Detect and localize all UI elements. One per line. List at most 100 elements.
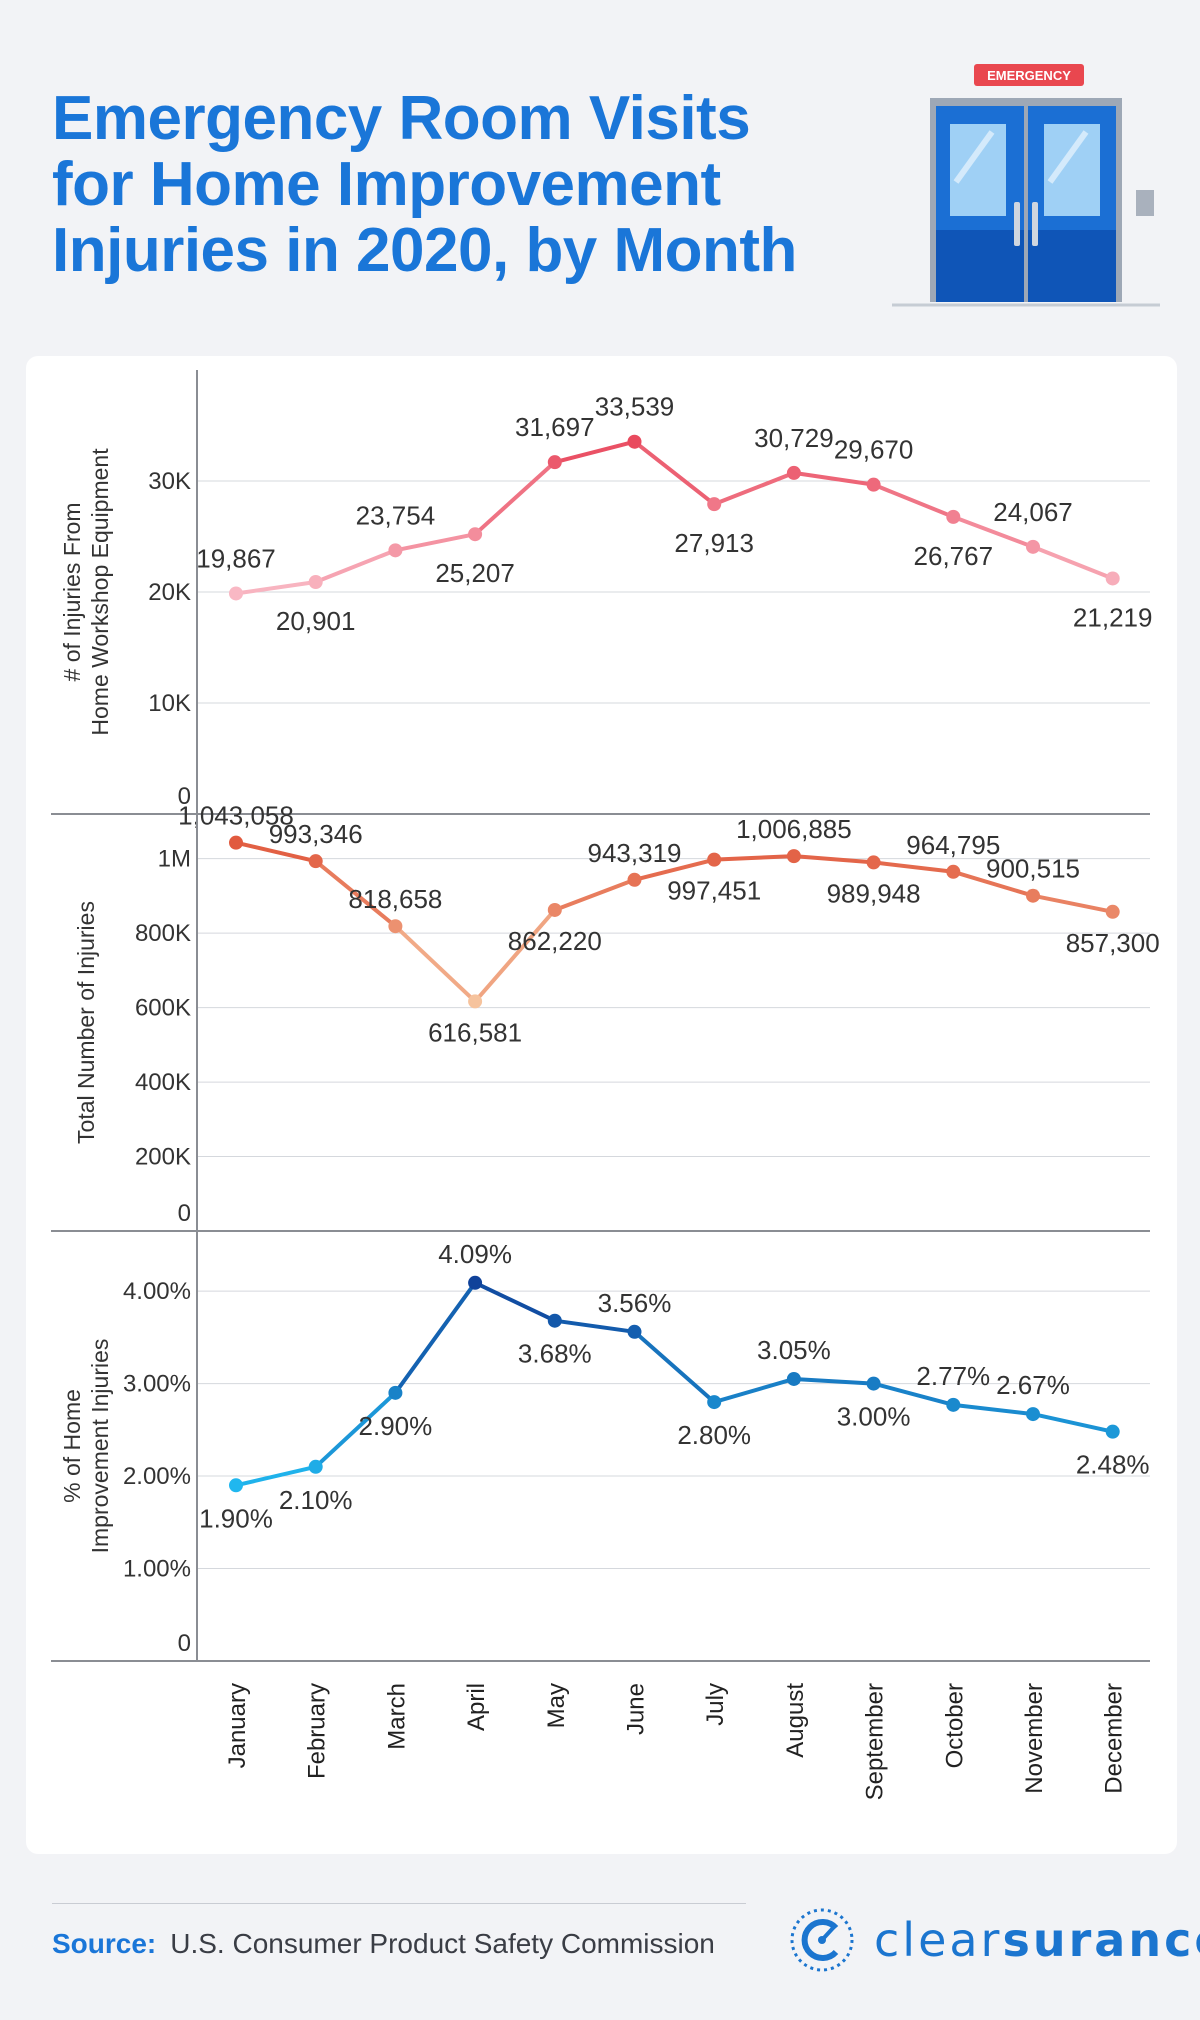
data-label: 993,346 xyxy=(269,819,363,849)
data-point xyxy=(627,1324,642,1339)
wall-button xyxy=(1136,190,1154,216)
data-point xyxy=(946,1397,961,1412)
y-axis-title: # of Injuries From xyxy=(59,503,85,682)
data-point xyxy=(627,434,642,449)
data-label: 3.00% xyxy=(837,1402,911,1432)
data-label: 3.05% xyxy=(757,1335,831,1365)
data-point xyxy=(707,1395,722,1410)
data-label: 2.80% xyxy=(677,1420,751,1450)
data-label: 2.10% xyxy=(279,1485,353,1515)
line-charts: 0 10K 20K 30K # of Injuries From Home Worksho… xyxy=(51,370,1160,1800)
x-tick-label: September xyxy=(862,1683,889,1800)
data-label: 26,767 xyxy=(914,541,994,571)
data-label: 33,539 xyxy=(595,392,675,422)
brand-part-1: clear xyxy=(874,1913,1003,1967)
data-point xyxy=(547,1313,562,1328)
y-tick-label: 200K xyxy=(135,1144,191,1171)
data-label: 943,319 xyxy=(588,838,682,868)
data-point xyxy=(866,855,881,870)
y-axis-title: Total Number of Injuries xyxy=(73,901,99,1144)
speedometer-icon xyxy=(790,1908,854,1972)
emergency-door-icon: EMERGENCY xyxy=(892,64,1160,307)
series-line-segment xyxy=(234,1464,318,1488)
series-line-segment xyxy=(552,439,637,465)
series-line-segment xyxy=(951,1402,1035,1417)
door-left-lower xyxy=(936,230,1024,302)
y-tick-label: 20K xyxy=(148,579,191,606)
series-line-segment xyxy=(552,1318,637,1334)
y-tick-label: 3.00% xyxy=(123,1371,191,1398)
data-label: 31,697 xyxy=(515,412,595,442)
data-point xyxy=(786,849,801,864)
series-line-segment xyxy=(871,482,956,519)
window-glare-left xyxy=(953,130,995,184)
brand-logo: clearsurance xyxy=(788,1906,1200,1974)
page-title: Emergency Room Visits for Home Improveme… xyxy=(52,86,797,284)
data-point xyxy=(1026,1407,1040,1422)
series-line-segment xyxy=(632,439,717,507)
data-point xyxy=(1026,888,1040,903)
y-tick-label: 0 xyxy=(178,1630,191,1657)
y-tick-label: 1.00% xyxy=(123,1556,191,1583)
y-axis-title: Improvement Injuries xyxy=(87,1339,113,1554)
data-point xyxy=(308,574,323,589)
series-line-segment xyxy=(951,869,1035,898)
data-label: 989,948 xyxy=(827,878,921,908)
series-line-segment xyxy=(393,532,478,553)
title-line-2: for Home Improvement xyxy=(52,150,721,219)
y-tick-label: 0 xyxy=(178,1200,191,1227)
y-tick-label: 400K xyxy=(135,1069,191,1096)
data-label: 23,754 xyxy=(356,500,436,530)
source-text: U.S. Consumer Product Safety Commission xyxy=(170,1928,715,1959)
data-label: 862,220 xyxy=(508,926,602,956)
data-label: 900,515 xyxy=(986,854,1080,884)
y-tick-label: 0 xyxy=(178,783,191,810)
data-point xyxy=(468,994,483,1009)
x-tick-label: April xyxy=(463,1683,490,1731)
x-tick-label: January xyxy=(224,1683,251,1768)
data-point xyxy=(308,1459,323,1474)
data-point xyxy=(388,543,403,558)
emergency-sign-text: EMERGENCY xyxy=(987,68,1071,83)
series-line-segment xyxy=(234,579,318,596)
series-line-segment xyxy=(791,1376,876,1386)
window-glare-right xyxy=(1047,130,1089,184)
footer-divider xyxy=(52,1903,746,1904)
y-tick-label: 2.00% xyxy=(123,1463,191,1490)
brand-wordmark: clearsurance xyxy=(874,1913,1200,1967)
series-line-segment xyxy=(791,470,876,487)
series-line-segment xyxy=(712,854,796,862)
x-tick-label: May xyxy=(543,1683,570,1728)
data-point xyxy=(1105,904,1120,919)
series-line-segment xyxy=(632,1329,717,1405)
data-label: 30,729 xyxy=(754,423,834,453)
title-line-3: Injuries in 2020, by Month xyxy=(52,216,797,285)
door-right-lower xyxy=(1028,230,1116,302)
series-line-segment xyxy=(632,857,717,882)
data-label: 3.68% xyxy=(518,1339,592,1369)
y-tick-label: 30K xyxy=(148,468,191,495)
x-tick-label: February xyxy=(304,1683,331,1779)
data-point xyxy=(468,527,483,542)
x-tick-label: June xyxy=(623,1683,650,1735)
y-tick-label: 600K xyxy=(135,995,191,1022)
x-tick-label: August xyxy=(782,1683,809,1758)
x-tick-label: March xyxy=(383,1683,410,1750)
brand-part-2: surance xyxy=(1002,1913,1200,1967)
data-label: 20,901 xyxy=(276,606,356,636)
series-line-segment xyxy=(1031,893,1115,914)
series-line-segment xyxy=(1031,1412,1115,1434)
data-point xyxy=(866,477,881,492)
series-line-segment xyxy=(313,548,398,584)
x-tick-label: December xyxy=(1101,1683,1128,1794)
x-tick-label: November xyxy=(1021,1683,1048,1794)
data-label: 21,219 xyxy=(1073,602,1153,632)
door-handle-right xyxy=(1032,202,1038,246)
data-label: 1,006,885 xyxy=(736,814,852,844)
series-line-segment xyxy=(234,840,318,864)
data-label: 818,658 xyxy=(348,884,442,914)
data-point xyxy=(1105,1424,1120,1439)
series-line-segment xyxy=(473,907,557,1004)
data-label: 857,300 xyxy=(1066,928,1160,958)
window-right xyxy=(1044,124,1100,216)
